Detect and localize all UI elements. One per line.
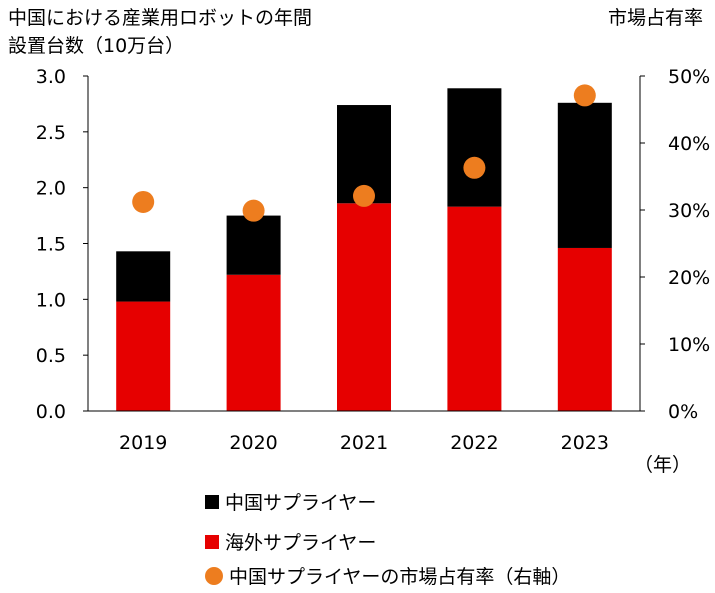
x-axis-unit: （年） xyxy=(634,454,692,476)
bar-china-2022 xyxy=(447,88,502,207)
right-tick-label: 0% xyxy=(668,401,698,423)
left-tick-label: 1.5 xyxy=(36,234,66,256)
share-point-2023 xyxy=(573,84,596,107)
x-tick-label-2019: 2019 xyxy=(119,432,167,454)
right-axis-title: 市場占有率 xyxy=(607,7,703,29)
right-tick-label: 30% xyxy=(668,200,710,222)
bar-china-2020 xyxy=(226,215,281,275)
bar-china-2023 xyxy=(557,102,612,248)
bar-china-2019 xyxy=(116,251,171,302)
left-axis-title-line2: 設置台数（10万台） xyxy=(8,35,185,57)
right-tick-label: 10% xyxy=(668,334,710,356)
legend-swatch-share xyxy=(205,566,223,585)
bar-overseas-2020 xyxy=(226,274,281,411)
legend-item-share: 中国サプライヤーの市場占有率（右軸） xyxy=(205,562,570,589)
share-point-2019 xyxy=(132,190,155,213)
legend-label-share: 中国サプライヤーの市場占有率（右軸） xyxy=(229,566,571,588)
left-tick-label: 0.5 xyxy=(36,345,66,367)
share-point-2022 xyxy=(463,156,486,179)
legend-label-overseas: 海外サプライヤー xyxy=(225,532,377,554)
left-axis-title: 中国における産業用ロボットの年間 設置台数（10万台） xyxy=(8,4,312,60)
x-tick-label-2020: 2020 xyxy=(229,432,277,454)
legend-swatch-china xyxy=(205,494,219,509)
legend-item-china: 中国サプライヤー xyxy=(205,488,376,515)
bar-overseas-2019 xyxy=(116,301,171,411)
x-tick-label-2022: 2022 xyxy=(450,432,498,454)
left-axis-title-line1: 中国における産業用ロボットの年間 xyxy=(8,7,313,29)
x-tick-label-2021: 2021 xyxy=(340,432,388,454)
left-tick-label: 2.5 xyxy=(36,122,66,144)
left-tick-label: 3.0 xyxy=(36,66,66,88)
bar-overseas-2021 xyxy=(337,203,391,411)
bar-overseas-2023 xyxy=(557,247,612,411)
bar-overseas-2022 xyxy=(447,206,502,411)
left-tick-label: 2.0 xyxy=(36,178,66,200)
right-tick-label: 40% xyxy=(668,133,710,155)
share-point-2021 xyxy=(353,184,375,207)
legend-label-china: 中国サプライヤー xyxy=(225,492,377,514)
legend-item-overseas: 海外サプライヤー xyxy=(205,528,376,555)
right-tick-label: 50% xyxy=(668,66,710,88)
x-tick-label-2023: 2023 xyxy=(561,432,609,454)
share-point-2020 xyxy=(242,199,265,222)
legend-swatch-overseas xyxy=(205,534,219,549)
left-tick-label: 1.0 xyxy=(36,289,66,311)
right-tick-label: 20% xyxy=(668,267,710,289)
left-tick-label: 0.0 xyxy=(36,401,66,423)
